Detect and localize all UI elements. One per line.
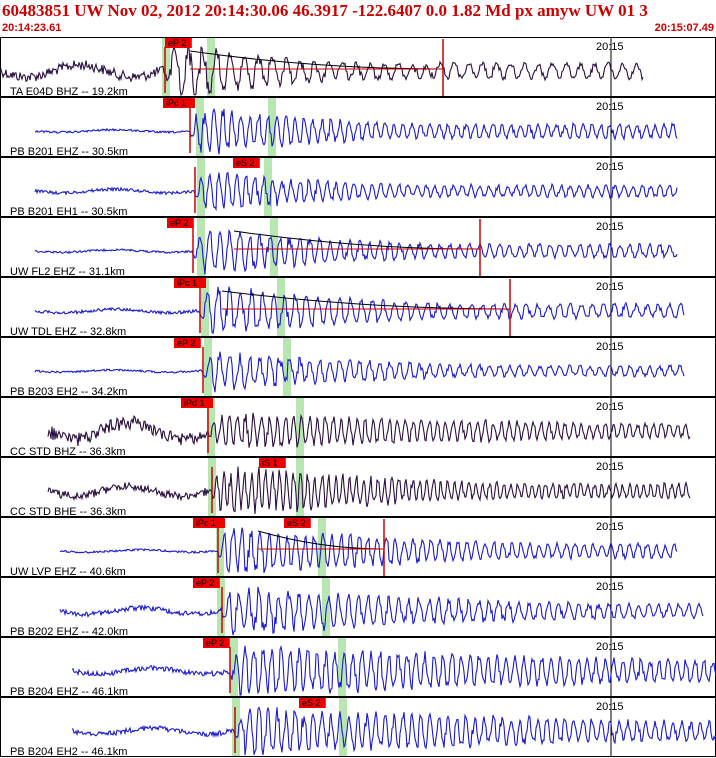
pick-label: eP 2: [206, 638, 224, 648]
waveform-trace: [34, 172, 678, 212]
minute-tick-label: 20:15: [596, 581, 624, 593]
waveform-trace: [59, 527, 678, 574]
phase-band: [197, 218, 205, 276]
pick-flag[interactable]: [174, 338, 201, 348]
pick-label: eS 2: [302, 698, 321, 708]
phase-band: [197, 158, 205, 216]
station-label: UW TDL EHZ -- 32.8km: [10, 326, 126, 338]
phase-band: [230, 638, 238, 696]
station-label: UW LVP EHZ -- 40.6km: [10, 566, 126, 578]
phase-band: [264, 158, 272, 216]
phase-band: [322, 578, 330, 636]
pick-label: iS 1: [262, 458, 278, 468]
pick-flag[interactable]: [259, 458, 286, 468]
pick-label: eS 2: [236, 158, 255, 168]
station-label: CC STD BHZ -- 36.3km: [10, 446, 126, 458]
phase-band: [268, 98, 276, 156]
minute-tick-label: 20:15: [596, 461, 624, 473]
pick-label: iPd 1: [184, 398, 205, 408]
pick-flag[interactable]: [165, 38, 192, 48]
minute-tick-label: 20:15: [596, 41, 624, 53]
minute-tick-label: 20:15: [596, 221, 624, 233]
phase-band: [217, 578, 225, 636]
minute-tick-label: 20:15: [596, 521, 624, 533]
pick-label: eP 2: [170, 218, 188, 228]
pick-flag[interactable]: [233, 158, 260, 168]
station-label: PB B202 EHZ -- 42.0km: [10, 626, 128, 638]
minute-tick-label: 20:15: [596, 101, 624, 113]
pick-label: eP 2: [196, 578, 214, 588]
station-label: TA E04D BHZ -- 19.2km: [10, 86, 128, 98]
station-label: PB B203 EH2 -- 34.2km: [10, 386, 127, 398]
minute-tick-label: 20:15: [596, 401, 624, 413]
pick-flag[interactable]: [174, 278, 206, 288]
pick-flag[interactable]: [181, 398, 213, 408]
phase-band: [216, 518, 224, 576]
pick-label: eP 2: [168, 38, 186, 48]
phase-band: [318, 518, 326, 576]
event-header: 60483851 UW Nov 02, 2012 20:14:30.06 46.…: [0, 0, 716, 36]
pick-label: eP 2: [177, 338, 195, 348]
waveform-trace: [47, 412, 691, 448]
pick-flag[interactable]: [284, 518, 311, 528]
station-label: PB B204 EH2 -- 46.1km: [10, 746, 127, 758]
phase-band: [207, 38, 215, 96]
pick-label: iPc 1: [177, 278, 197, 288]
minute-tick-label: 20:15: [596, 341, 624, 353]
phase-band: [270, 218, 278, 276]
event-title: 60483851 UW Nov 02, 2012 20:14:30.06 46.…: [2, 1, 648, 20]
phase-band: [207, 398, 215, 456]
station-label: PB B204 EHZ -- 46.1km: [10, 686, 128, 698]
phase-band: [196, 98, 204, 156]
minute-tick-label: 20:15: [596, 281, 624, 293]
phase-band: [283, 338, 291, 396]
pick-flag[interactable]: [163, 98, 195, 108]
waveform-trace: [34, 107, 678, 155]
station-label: UW FL2 EHZ -- 31.1km: [10, 266, 125, 278]
phase-band: [232, 698, 240, 756]
phase-band: [296, 458, 304, 516]
pick-flag[interactable]: [299, 698, 326, 708]
pick-label: eS 2: [287, 518, 306, 528]
waveform-trace: [71, 706, 716, 756]
waveform-trace: [34, 351, 685, 393]
pick-label: iPc 1: [196, 518, 216, 528]
phase-band: [277, 278, 285, 336]
pick-flag[interactable]: [193, 518, 225, 528]
minute-tick-label: 20:15: [596, 641, 624, 653]
phase-band: [162, 38, 170, 96]
phase-band: [339, 698, 347, 756]
waveform-trace: [59, 586, 704, 636]
pick-flag[interactable]: [167, 218, 194, 228]
station-label: CC STD BHE -- 36.3km: [10, 506, 126, 518]
waveform-trace: [0, 44, 644, 97]
window-end-time: 20:15:07.49: [654, 22, 714, 34]
waveform-trace: [47, 466, 691, 514]
station-label: PB B201 EH1 -- 30.5km: [10, 206, 127, 218]
waveform-trace: [71, 644, 716, 696]
pick-flag[interactable]: [203, 638, 230, 648]
window-start-time: 20:14:23.61: [2, 22, 62, 34]
station-label: PB B201 EHZ -- 30.5km: [10, 146, 128, 158]
minute-tick-label: 20:15: [596, 701, 624, 713]
waveform-trace: [34, 228, 678, 275]
waveform-trace: [34, 286, 685, 335]
minute-tick-label: 20:15: [596, 161, 624, 173]
pick-label: iPc 1: [166, 98, 186, 108]
pick-flag[interactable]: [193, 578, 220, 588]
